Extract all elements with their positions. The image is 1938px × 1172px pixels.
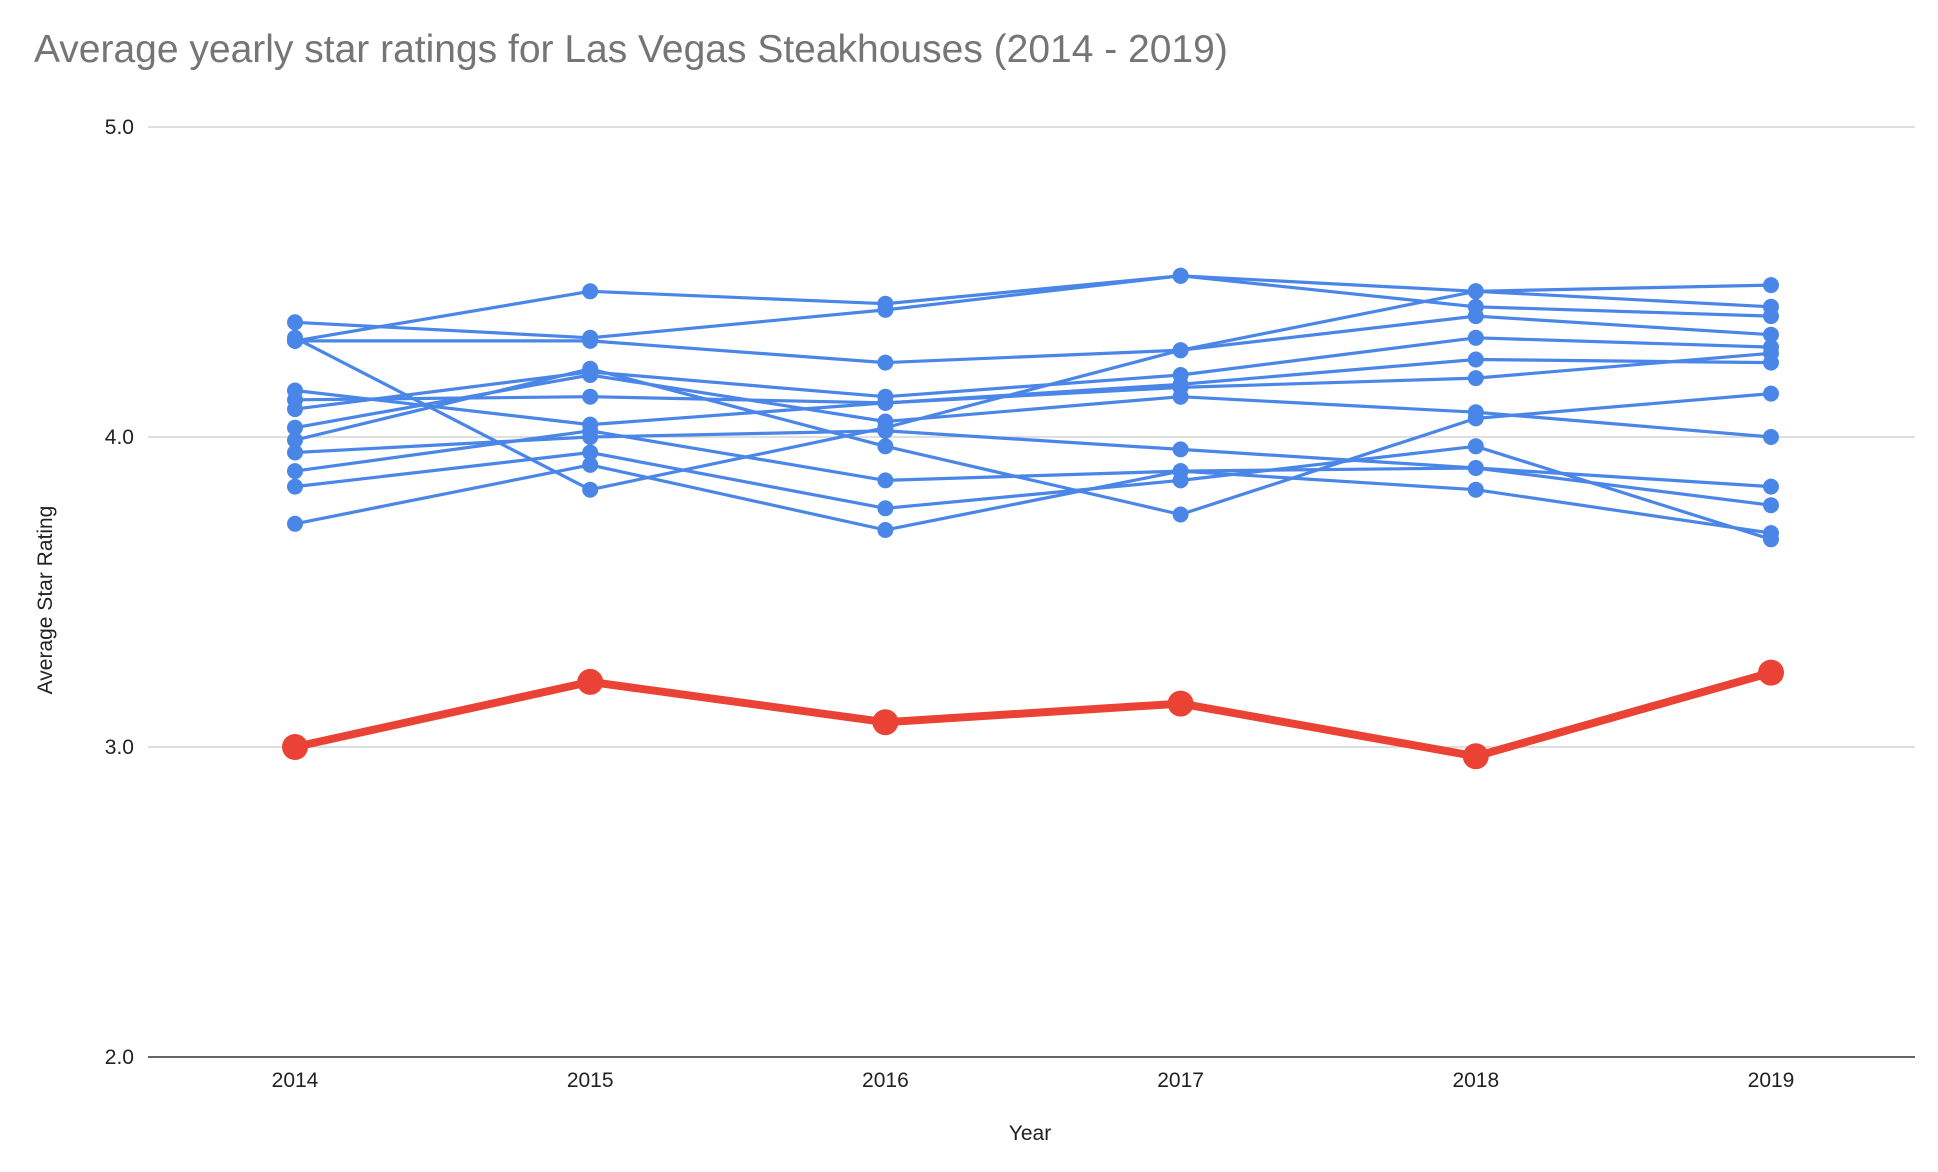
data-point [1172, 506, 1189, 523]
data-point [1172, 342, 1189, 359]
series-line [293, 351, 1773, 405]
series-lines [282, 267, 1784, 770]
series [287, 367, 1779, 445]
data-point [1763, 497, 1779, 514]
highlighted-data-point [1462, 743, 1489, 770]
x-axis-ticks: 2014 2015 2016 2017 2018 2019 [272, 1069, 1795, 1092]
data-point [287, 419, 303, 436]
series-line [293, 429, 1773, 507]
series-line [293, 367, 1773, 517]
data-point [1467, 351, 1484, 368]
x-tick-label: 2014 [272, 1069, 319, 1092]
data-point [1467, 438, 1484, 455]
data-point [1763, 385, 1779, 402]
data-point [582, 456, 599, 473]
data-point [877, 422, 894, 439]
data-point [287, 329, 303, 346]
series-line [293, 357, 1773, 427]
series [287, 308, 1779, 498]
data-point [582, 360, 599, 377]
data-point [1467, 370, 1484, 387]
highlighted-data-point [1167, 690, 1194, 717]
y-tick-label: 4.0 [105, 426, 134, 449]
series [287, 267, 1779, 346]
series [287, 360, 1779, 523]
data-point [877, 438, 894, 455]
data-point [1467, 410, 1484, 427]
series-line [293, 444, 1773, 541]
series [287, 283, 1779, 371]
data-point [287, 444, 303, 461]
data-point [877, 354, 894, 371]
data-point [287, 463, 303, 480]
highlighted-data-point [1758, 659, 1784, 686]
highlighted-data-point [872, 709, 899, 736]
data-point [877, 472, 894, 489]
chart-title: Average yearly star ratings for Las Vega… [34, 28, 1228, 71]
data-point [287, 432, 303, 449]
series [287, 456, 1779, 542]
highlighted-series-line [291, 668, 1775, 761]
y-axis-title: Average Star Rating [34, 506, 57, 695]
data-point [582, 422, 599, 439]
x-tick-label: 2018 [1452, 1069, 1499, 1092]
data-point [1763, 429, 1779, 445]
data-point [1467, 283, 1484, 300]
x-tick-label: 2015 [567, 1069, 614, 1092]
series-line [293, 429, 1773, 489]
series-line [293, 314, 1773, 492]
x-tick-label: 2017 [1157, 1069, 1204, 1092]
data-point [582, 388, 599, 405]
gridlines [148, 126, 1915, 1058]
highlighted-series [282, 659, 1784, 770]
data-point [1172, 441, 1189, 458]
series-line [293, 289, 1773, 365]
data-point [877, 394, 894, 411]
series-line [293, 463, 1773, 535]
data-point [582, 444, 599, 461]
data-point [287, 314, 303, 331]
data-point [1467, 460, 1484, 476]
data-point [1763, 298, 1779, 315]
data-point [1467, 481, 1484, 498]
data-point [1467, 308, 1484, 325]
data-point [1763, 326, 1779, 343]
y-tick-label: 3.0 [105, 736, 134, 759]
data-point [287, 478, 303, 495]
data-point [1763, 525, 1779, 542]
data-point [582, 283, 599, 300]
data-point [582, 332, 599, 349]
data-point [1172, 267, 1189, 284]
data-point [287, 515, 303, 532]
data-point [1763, 277, 1779, 294]
data-point [582, 481, 599, 498]
highlighted-data-point [577, 668, 604, 695]
data-point [1172, 388, 1189, 405]
y-axis-ticks: 2.0 3.0 4.0 5.0 [105, 116, 134, 1069]
data-point [1172, 463, 1189, 480]
x-axis-title: Year [1009, 1122, 1051, 1145]
data-point [1467, 329, 1484, 346]
data-point [877, 522, 894, 538]
x-tick-label: 2016 [862, 1069, 909, 1092]
x-tick-label: 2019 [1748, 1069, 1795, 1092]
series-line [293, 336, 1773, 411]
series [287, 438, 1779, 548]
series-line [293, 373, 1773, 439]
data-point [877, 500, 894, 517]
data-point [1763, 478, 1779, 495]
highlighted-data-point [282, 734, 308, 760]
y-tick-label: 2.0 [105, 1046, 134, 1069]
data-point [1763, 345, 1779, 362]
series-line [293, 274, 1773, 343]
series-line [293, 274, 1773, 340]
series [287, 329, 1779, 418]
y-tick-label: 5.0 [105, 116, 134, 139]
series [287, 422, 1779, 495]
data-point [877, 301, 894, 318]
data-point [287, 391, 303, 408]
